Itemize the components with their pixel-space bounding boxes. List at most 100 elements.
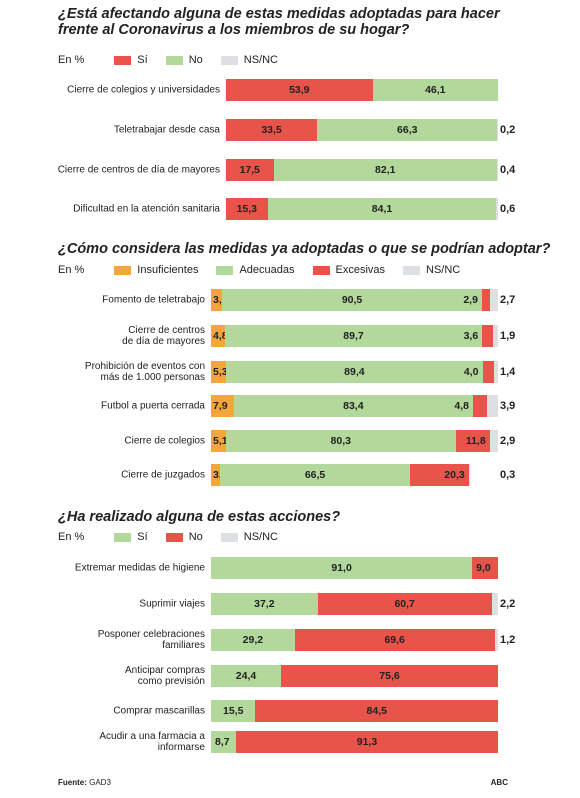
legend-3: En % Sí No NS/NC xyxy=(58,530,296,544)
legend-item: Sí xyxy=(114,531,148,543)
legend-item: NS/NC xyxy=(220,54,278,66)
data-label: 11,8 xyxy=(465,435,486,447)
question-title-3: ¿Ha realizado alguna de estas acciones? xyxy=(58,509,340,525)
outer-value-label: 2,9 xyxy=(500,435,516,447)
data-label: 53,9 xyxy=(289,84,310,96)
legend-label: NS/NC xyxy=(426,264,461,276)
bar-segment: 7,9 xyxy=(211,395,234,417)
bar-row: Anticipar compras como previsión 24,4 75,6 xyxy=(0,665,580,687)
bar-row: Dificultad en la atención sanitaria 15,3 8… xyxy=(0,198,580,220)
bar-segment: 69,6 xyxy=(294,629,495,651)
legend-swatch xyxy=(114,55,132,65)
bar-segment xyxy=(494,629,498,651)
bar-row: Cierre de centros de día de mayores 17,5 8… xyxy=(0,159,580,181)
data-label: 7,9 xyxy=(213,400,228,412)
legend-swatch xyxy=(165,55,183,65)
bar-row: Cierre de colegios y universidades 53,9 46… xyxy=(0,79,580,101)
data-label: 29,2 xyxy=(242,634,264,646)
data-label: 82,1 xyxy=(375,164,396,176)
bar-row: Teletrabajar desde casa 33,5 66,3 0,2 xyxy=(0,119,580,141)
bar-row: Cierre de juzgados 3,0 66,5 20,3 0,3 xyxy=(0,464,580,486)
data-label: 4,0 xyxy=(463,366,479,378)
bar-segment: 3,6 xyxy=(464,325,493,347)
source-label: Fuente: xyxy=(58,778,87,787)
stacked-bar: 33,5 66,3 xyxy=(226,119,498,141)
outer-value-label: 0,4 xyxy=(500,164,516,176)
data-label: 33,5 xyxy=(261,124,282,136)
category-label: Anticipar compras como previsión xyxy=(124,665,205,687)
data-label: 24,4 xyxy=(235,670,257,682)
bar-segment: 91,0 xyxy=(211,557,473,579)
bar-row: Cierre de centros de día de mayores 4,8 89,… xyxy=(0,325,580,347)
bar-segment: 15,5 xyxy=(211,700,256,722)
bar-segment: 20,3 xyxy=(410,464,469,486)
category-label: Futbol a puerta cerrada xyxy=(101,400,205,412)
question-title-2: ¿Cómo considera las medidas ya adoptadas… xyxy=(58,241,550,257)
legend-label: Insuficientes xyxy=(137,264,199,276)
category-label: Teletrabajar desde casa xyxy=(113,124,220,136)
legend-swatch xyxy=(114,532,132,542)
stacked-bar: 29,2 69,6 xyxy=(211,629,498,651)
legend-1: En % Sí No NS/NC xyxy=(58,53,296,67)
bar-segment: 46,1 xyxy=(372,79,498,101)
legend-label: Excesivas xyxy=(335,264,386,276)
brand-logo: ABC xyxy=(490,778,508,787)
bar-segment: 15,3 xyxy=(226,198,268,220)
bar-row: Fomento de teletrabajo 3,9 90,5 2,9 2,7 xyxy=(0,289,580,311)
legend-item: Excesivas xyxy=(312,264,386,276)
category-label: Posponer celebraciones familiares xyxy=(97,629,205,651)
data-label: 66,5 xyxy=(304,469,326,481)
outer-value-label: 2,7 xyxy=(500,294,516,306)
data-label: 89,4 xyxy=(344,366,365,378)
question-title-1: ¿Está afectando alguna de estas medidas … xyxy=(58,6,500,38)
legend-item: NS/NC xyxy=(220,531,278,543)
data-label: 91,3 xyxy=(356,736,378,748)
bar-segment: 3,0 xyxy=(211,464,228,486)
category-label: Suprimir viajes xyxy=(139,598,205,610)
bar-segment: 3,9 xyxy=(211,289,228,311)
title-line: ¿Cómo considera las medidas ya adoptadas… xyxy=(58,241,551,257)
bar-segment: 4,0 xyxy=(464,361,494,383)
legend-item: No xyxy=(165,531,203,543)
bar-segment: 90,5 xyxy=(222,289,482,311)
stacked-bar: 8,7 91,3 xyxy=(211,731,498,753)
data-label: 83,4 xyxy=(343,400,364,412)
bar-segment: 8,7 xyxy=(211,731,236,753)
data-label: 17,5 xyxy=(239,164,261,176)
stacked-bar: 7,9 83,4 4,8 xyxy=(211,395,498,417)
legend-unit: En % xyxy=(58,54,85,66)
bar-segment: 5,3 xyxy=(211,361,228,383)
bar-segment xyxy=(490,289,498,311)
bar-segment: 4,8 xyxy=(211,325,228,347)
bar-segment xyxy=(468,464,470,486)
legend-label: Sí xyxy=(137,54,148,66)
stacked-bar: 37,2 60,7 xyxy=(211,593,499,615)
outer-value-label: 3,9 xyxy=(500,400,516,412)
data-label: 91,0 xyxy=(331,562,352,574)
stacked-bar: 15,3 84,1 xyxy=(226,198,498,220)
legend-swatch xyxy=(114,265,132,275)
legend-label: No xyxy=(188,531,203,543)
bar-row: Extremar medidas de higiene 91,0 9,0 xyxy=(0,557,580,579)
source-note: Fuente: GAD3 xyxy=(58,778,111,787)
data-label: 89,7 xyxy=(343,330,364,342)
bar-row: Futbol a puerta cerrada 7,9 83,4 4,8 3,9 xyxy=(0,395,580,417)
bar-segment: 37,2 xyxy=(211,593,318,615)
legend-label: Adecuadas xyxy=(239,264,295,276)
category-label: Cierre de centros de día de mayores xyxy=(122,325,205,347)
bar-segment: 33,5 xyxy=(226,119,318,141)
bar-segment xyxy=(496,198,498,220)
legend-label: Sí xyxy=(137,531,148,543)
bar-segment: 89,7 xyxy=(224,325,483,347)
legend-item: NS/NC xyxy=(403,264,460,276)
legend-swatch xyxy=(403,265,421,275)
legend-swatch xyxy=(220,55,238,65)
bar-segment: 89,4 xyxy=(226,361,483,383)
data-label: 75,6 xyxy=(379,670,400,682)
stacked-bar: 3,0 66,5 20,3 xyxy=(211,464,498,486)
outer-value-label: 0,6 xyxy=(500,203,516,215)
data-label: 4,8 xyxy=(213,330,228,342)
bar-segment xyxy=(497,119,498,141)
data-label: 2,9 xyxy=(463,294,478,306)
category-label: Cierre de colegios y universidades xyxy=(67,84,220,96)
